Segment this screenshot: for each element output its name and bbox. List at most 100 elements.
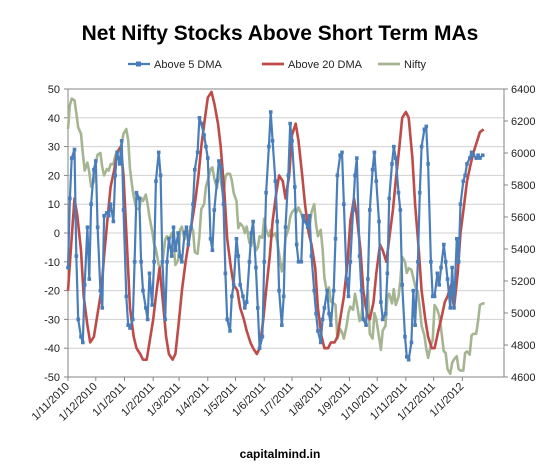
legend-marker: [136, 61, 141, 67]
left-tick-label: -30: [44, 314, 60, 326]
data-point: [471, 153, 476, 158]
data-point: [147, 271, 152, 276]
legend-label: Above 20 DMA: [288, 59, 363, 71]
data-point: [85, 225, 90, 230]
right-tick-label: 5600: [511, 212, 535, 224]
data-point: [312, 288, 317, 293]
data-point: [124, 294, 129, 299]
data-point: [74, 254, 79, 258]
data-point: [180, 260, 184, 264]
data-point: [130, 317, 135, 322]
data-point: [119, 139, 124, 143]
data-point: [105, 211, 109, 215]
data-point: [89, 202, 93, 206]
data-point: [383, 311, 388, 316]
data-point: [463, 173, 467, 178]
data-point: [296, 260, 301, 264]
data-point: [286, 173, 291, 178]
data-point: [118, 162, 122, 166]
chart-footer: capitalmind.in: [240, 447, 321, 461]
data-point: [405, 355, 409, 359]
data-point: [238, 283, 242, 287]
data-point: [191, 202, 195, 206]
data-point: [225, 317, 230, 322]
data-point: [283, 225, 288, 230]
data-point: [264, 190, 268, 195]
data-point: [480, 153, 485, 158]
data-point: [429, 260, 433, 264]
data-point: [197, 116, 202, 120]
data-point: [435, 271, 440, 276]
data-point: [288, 121, 292, 126]
data-point: [182, 231, 187, 235]
series-layer: [66, 90, 485, 376]
series-above-5-dma: [66, 110, 485, 362]
left-tick-label: 50: [48, 84, 60, 96]
data-point: [396, 190, 401, 195]
data-point: [377, 219, 381, 224]
data-point: [141, 288, 145, 293]
data-point: [430, 294, 435, 299]
data-point: [167, 236, 171, 241]
data-point: [267, 144, 271, 149]
data-point: [204, 144, 208, 149]
data-point: [372, 150, 377, 155]
data-point: [439, 265, 443, 270]
data-point: [478, 156, 482, 160]
data-point: [87, 277, 92, 281]
data-point: [243, 306, 247, 310]
data-point: [379, 300, 383, 304]
data-point: [260, 334, 265, 339]
data-point: [469, 150, 474, 155]
data-point: [68, 196, 72, 201]
data-point: [176, 231, 180, 235]
data-point: [400, 283, 404, 287]
data-point: [106, 213, 111, 218]
data-point: [171, 225, 176, 230]
data-point: [178, 254, 182, 258]
legend-item: Above 5 DMA: [128, 59, 223, 71]
left-tick-label: -50: [44, 372, 60, 384]
data-point: [199, 121, 204, 126]
data-point: [417, 190, 422, 195]
data-point: [150, 303, 155, 307]
data-point: [374, 179, 379, 183]
right-tick-label: 6400: [511, 84, 535, 96]
data-point: [218, 164, 223, 169]
chart-title: Net Nifty Stocks Above Short Term MAs: [82, 22, 479, 45]
data-point: [76, 317, 80, 322]
data-point: [92, 167, 96, 172]
data-point: [189, 225, 193, 230]
data-point: [95, 225, 100, 230]
data-point: [465, 162, 469, 166]
left-tick-label: 30: [48, 142, 60, 154]
left-tick-label: -10: [44, 257, 60, 269]
data-point: [251, 219, 255, 224]
data-point: [442, 242, 446, 247]
legend-item: Nifty: [378, 59, 427, 71]
data-point: [134, 190, 139, 195]
right-tick-label: 4600: [511, 372, 535, 384]
data-point: [98, 288, 103, 293]
data-point: [307, 213, 312, 218]
data-point: [208, 236, 213, 241]
data-point: [254, 265, 258, 270]
right-tick-label: 5200: [511, 276, 535, 288]
data-point: [370, 167, 375, 172]
right-tick-label: 4800: [511, 340, 535, 352]
data-point: [82, 283, 87, 287]
data-point: [156, 150, 161, 155]
data-point: [275, 219, 280, 224]
data-point: [294, 242, 299, 247]
data-point: [223, 271, 228, 276]
data-point: [309, 254, 314, 258]
data-point: [424, 124, 429, 129]
data-point: [432, 294, 437, 299]
data-point: [69, 156, 74, 160]
data-point: [333, 236, 338, 241]
right-tick-label: 5800: [511, 180, 535, 192]
data-point: [392, 144, 396, 149]
data-point: [255, 306, 260, 310]
right-tick-label: 5000: [511, 308, 535, 320]
